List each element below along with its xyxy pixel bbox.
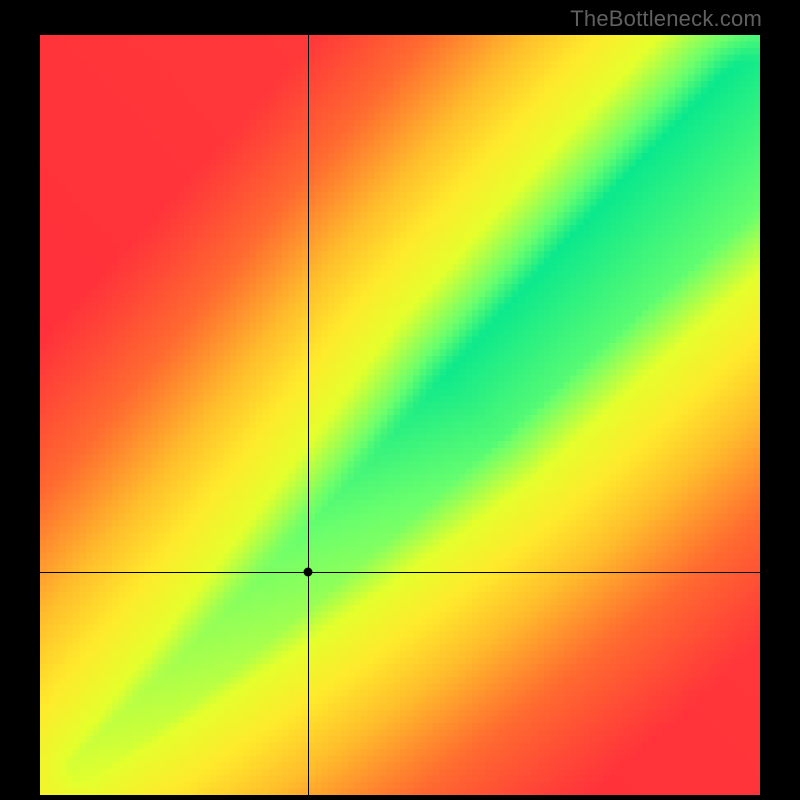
heatmap-plot-area (40, 35, 760, 795)
heatmap-canvas (40, 35, 760, 795)
crosshair-vertical (308, 35, 309, 795)
watermark-text: TheBottleneck.com (570, 6, 762, 32)
crosshair-horizontal (40, 572, 760, 573)
crosshair-marker (303, 568, 312, 577)
